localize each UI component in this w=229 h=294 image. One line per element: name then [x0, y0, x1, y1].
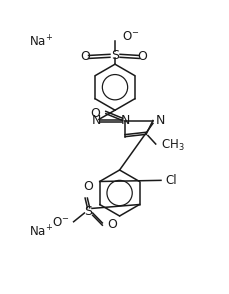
Text: O: O: [137, 50, 147, 63]
Text: O$^{-}$: O$^{-}$: [51, 216, 69, 229]
Text: O$^{-}$: O$^{-}$: [121, 30, 139, 43]
Text: S: S: [111, 49, 118, 61]
Text: N: N: [92, 114, 101, 127]
Text: N: N: [155, 114, 164, 127]
Text: N: N: [120, 114, 129, 127]
Text: S: S: [84, 206, 92, 218]
Text: Cl: Cl: [165, 174, 177, 187]
Text: Na$^{+}$: Na$^{+}$: [29, 224, 53, 240]
Text: CH$_3$: CH$_3$: [160, 138, 184, 153]
Text: O: O: [90, 107, 100, 120]
Text: O: O: [106, 218, 116, 230]
Text: O: O: [83, 180, 93, 193]
Text: O: O: [80, 50, 90, 63]
Text: Na$^{+}$: Na$^{+}$: [29, 35, 53, 50]
